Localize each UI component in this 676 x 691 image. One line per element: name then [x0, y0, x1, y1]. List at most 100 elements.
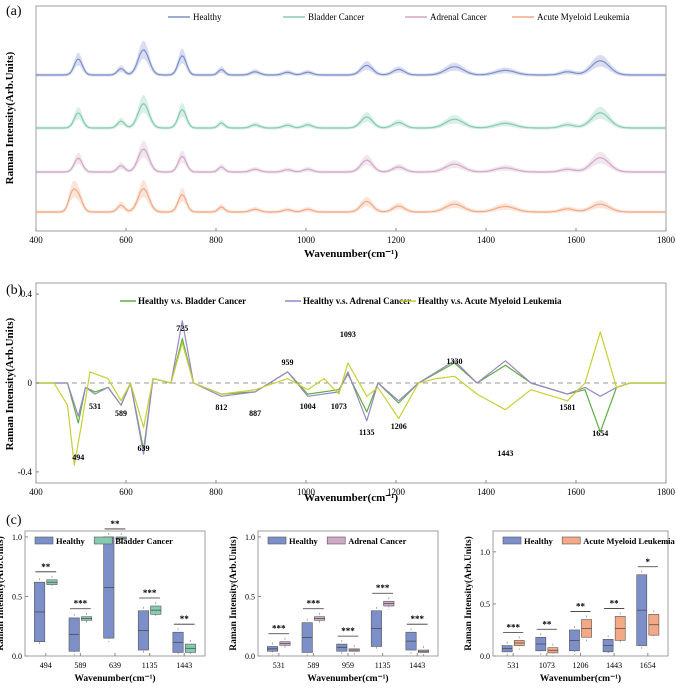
legend-label-1: Healthy v.s. Adrenal Cancer — [303, 296, 411, 306]
x-tick-label: 800 — [209, 235, 223, 245]
peak-annotation: 887 — [249, 409, 261, 418]
y-tick-label: 0.4 — [21, 289, 33, 299]
significance-label: * — [646, 557, 651, 567]
legend-label-0: Healthy v.s. Bladder Cancer — [138, 296, 246, 306]
y-axis-label: Raman Intensity(Arb.Units) — [463, 536, 474, 651]
peak-annotation: 639 — [138, 444, 150, 453]
x-tick-label: 1200 — [387, 487, 406, 497]
peak-annotation: 1654 — [592, 429, 608, 438]
peak-annotation: 812 — [215, 403, 227, 412]
peak-annotation: 589 — [115, 409, 127, 418]
difference-line-1 — [36, 320, 666, 455]
y-axis-label: Raman Intensity(Arb.Units) — [0, 536, 6, 651]
legend-label-0: Healthy — [193, 12, 222, 22]
x-tick-label: 1206 — [573, 661, 589, 670]
panel-b-series — [36, 320, 666, 466]
x-tick-label: 1200 — [387, 235, 406, 245]
x-tick-label: 959 — [342, 661, 354, 670]
y-tick-label: 0.5 — [12, 592, 22, 601]
panel-c1-boxplot: 0.0 0.5 1.0 ** 494 *** 589 ** 639 *** 1135 ** 1443 He… — [0, 519, 206, 684]
peak-annotation: 1206 — [391, 422, 407, 431]
spectrum-line-2 — [36, 148, 666, 173]
significance-label: *** — [307, 599, 321, 609]
x-axis-label: Wavenumber(cm⁻¹) — [307, 673, 388, 684]
x-tick-label: 1400 — [477, 235, 496, 245]
y-tick-label: 1.0 — [12, 533, 22, 542]
spectrum-line-0 — [36, 49, 666, 76]
y-tick-label: 0 — [28, 378, 33, 388]
peak-annotation: 725 — [176, 324, 188, 333]
panel-b-peak-annotations: 494 531 589 639 725 812 887 959 1004 1073 1093 1135… — [72, 324, 608, 462]
legend-label-2: Healthy v.s. Acute Myeloid Leukemia — [418, 296, 562, 306]
legend-label-1: Adrenal Cancer — [348, 536, 406, 546]
significance-label: ** — [610, 598, 620, 608]
panel-a-spectra-chart: Healthy Bladder Cancer Adrenal Cancer Acute… — [4, 5, 676, 260]
legend-swatch-1 — [93, 536, 113, 545]
peak-annotation: 1581 — [559, 403, 575, 412]
y-tick-label: 1.0 — [480, 548, 490, 557]
legend-swatch-1 — [561, 536, 581, 545]
x-tick-label: 1443 — [176, 661, 192, 670]
y-tick-label: 0.0 — [480, 652, 490, 661]
significance-label: *** — [506, 622, 520, 632]
spectrum-band-1 — [36, 94, 666, 130]
panel-a-frame — [35, 5, 667, 232]
x-tick-label: 531 — [507, 661, 519, 670]
legend-label-0: Healthy — [289, 536, 319, 546]
panel-b-y-axis-label: Raman Intensity(Arb.Units) — [4, 317, 16, 450]
y-tick-label: -0.4 — [18, 467, 33, 477]
panel-a-legend: Healthy Bladder Cancer Adrenal Cancer Acute… — [168, 12, 629, 22]
peak-annotation: 1135 — [359, 428, 375, 437]
x-tick-label: 1135 — [142, 661, 158, 670]
x-tick-label: 494 — [40, 661, 52, 670]
x-tick-label: 1800 — [657, 235, 676, 245]
panel-b-x-axis-label: Wavenumber(cm⁻¹) — [304, 492, 398, 504]
peak-annotation: 1004 — [300, 402, 316, 411]
legend-label-0: Healthy — [524, 536, 554, 546]
legend-label-1: Bladder Cancer — [308, 12, 364, 22]
x-tick-label: 589 — [74, 661, 86, 670]
peak-annotation: 1330 — [447, 357, 463, 366]
x-axis-label: Wavenumber(cm⁻¹) — [74, 673, 155, 684]
y-tick-label: 0.0 — [12, 652, 22, 661]
legend-label-3: Acute Myeloid Leukemia — [537, 12, 629, 22]
y-axis-label: Raman Intensity(Arb.Units) — [228, 536, 239, 651]
spectrum-band-2 — [36, 140, 666, 174]
x-tick-label: 1135 — [375, 661, 391, 670]
legend-label-1: Bladder Cancer — [115, 536, 173, 546]
difference-line-2 — [36, 331, 666, 466]
y-tick-label: 0.5 — [480, 600, 490, 609]
x-tick-label: 1073 — [539, 661, 555, 670]
panel-label-c: (c) — [6, 513, 22, 528]
panel-a-series — [36, 40, 666, 214]
x-tick-label: 1000 — [297, 235, 316, 245]
peak-annotation: 494 — [72, 453, 84, 462]
peak-annotation: 531 — [89, 402, 101, 411]
spectrum-line-3 — [36, 187, 666, 213]
x-tick-label: 600 — [119, 235, 133, 245]
significance-label: *** — [376, 583, 390, 593]
panel-c3-boxplot: 0.0 0.5 1.0 *** 531 ** 1073 ** 1206 ** 1443 * 1654 He… — [463, 530, 676, 684]
panel-b-y-ticks: -0.4 0 0.4 — [18, 289, 39, 477]
peak-annotation: 959 — [282, 358, 294, 367]
x-tick-label: 1443 — [409, 661, 425, 670]
panel-label-b: (b) — [6, 283, 23, 298]
x-axis-label: Wavenumber(cm⁻¹) — [540, 673, 621, 684]
legend-label-2: Adrenal Cancer — [430, 12, 487, 22]
panel-label-a: (a) — [6, 4, 22, 19]
legend-label-0: Healthy — [56, 536, 86, 546]
significance-label: ** — [111, 519, 121, 529]
legend-swatch-0 — [502, 536, 522, 545]
significance-label: *** — [143, 588, 157, 598]
spectrum-band-3 — [36, 180, 666, 214]
significance-label: *** — [410, 614, 424, 624]
x-tick-label: 1600 — [567, 235, 586, 245]
x-tick-label: 400 — [29, 487, 43, 497]
spectrum-line-1 — [36, 102, 666, 129]
panel-b-legend: Healthy v.s. Bladder Cancer Healthy v.s. … — [120, 296, 562, 306]
x-tick-label: 1400 — [477, 487, 496, 497]
significance-label: ** — [41, 562, 51, 572]
significance-label: *** — [341, 626, 355, 636]
